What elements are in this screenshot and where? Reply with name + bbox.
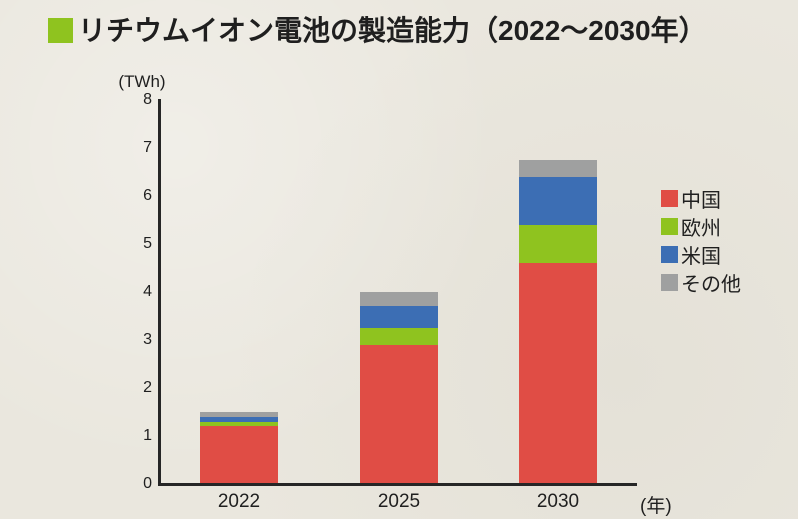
bar-2025-segment-europe xyxy=(360,328,438,345)
y-axis-tick-label-5: 5 xyxy=(143,235,152,252)
y-axis-unit-label: (TWh) xyxy=(118,72,166,91)
legend-item-others: その他 xyxy=(661,268,741,296)
legend-swatch-china xyxy=(661,189,678,207)
y-axis-tick-label-3: 3 xyxy=(143,331,152,348)
bar-2025-segment-usa xyxy=(360,306,438,329)
bar-2025-segment-china xyxy=(360,344,438,484)
y-axis-tick-label-0: 0 xyxy=(143,475,152,492)
bar-2030 xyxy=(519,160,597,484)
bar-2030-segment-china xyxy=(519,263,597,484)
title-row: リチウムイオン電池の製造能力（2022〜2030年） xyxy=(48,9,707,49)
y-axis-tick-label-2: 2 xyxy=(143,379,152,396)
bar-2022-segment-usa xyxy=(200,416,278,422)
legend-item-europe: 欧州 xyxy=(661,212,741,240)
bar-2025 xyxy=(360,292,438,484)
legend-label-usa: 米国 xyxy=(681,245,721,268)
bar-2022 xyxy=(200,412,278,484)
legend-label-europe: 欧州 xyxy=(681,217,721,240)
legend-swatch-others xyxy=(661,273,678,291)
legend-swatch-usa xyxy=(661,245,678,263)
chart-title: リチウムイオン電池の製造能力（2022〜2030年） xyxy=(78,15,707,46)
x-axis-unit-label: (年) xyxy=(640,496,672,517)
y-axis-line xyxy=(158,99,161,485)
legend-item-usa: 米国 xyxy=(661,240,741,268)
bar-2030-segment-others xyxy=(519,160,597,177)
x-axis-label-2025: 2025 xyxy=(377,491,421,512)
legend-item-china: 中国 xyxy=(661,184,741,212)
x-axis-line xyxy=(158,483,637,486)
bar-2022-segment-china xyxy=(200,426,278,484)
legend-label-others: その他 xyxy=(681,273,741,296)
legend: 中国 欧州 米国 その他 xyxy=(661,184,741,296)
legend-label-china: 中国 xyxy=(681,189,721,212)
y-axis-tick-label-7: 7 xyxy=(143,139,152,156)
bar-2025-segment-others xyxy=(360,292,438,307)
x-axis-label-2022: 2022 xyxy=(217,491,261,512)
x-axis-label-2030: 2030 xyxy=(536,491,580,512)
bar-2022-segment-europe xyxy=(200,421,278,427)
y-axis-tick-label-8: 8 xyxy=(143,91,152,108)
y-axis-tick-label-1: 1 xyxy=(143,427,152,444)
y-axis-tick-label-6: 6 xyxy=(143,187,152,204)
title-bullet-icon xyxy=(48,17,73,43)
bar-2030-segment-europe xyxy=(519,224,597,264)
y-axis-tick-label-4: 4 xyxy=(143,283,152,300)
bar-2030-segment-usa xyxy=(519,176,597,225)
legend-swatch-europe xyxy=(661,217,678,235)
bar-2022-segment-others xyxy=(200,412,278,417)
